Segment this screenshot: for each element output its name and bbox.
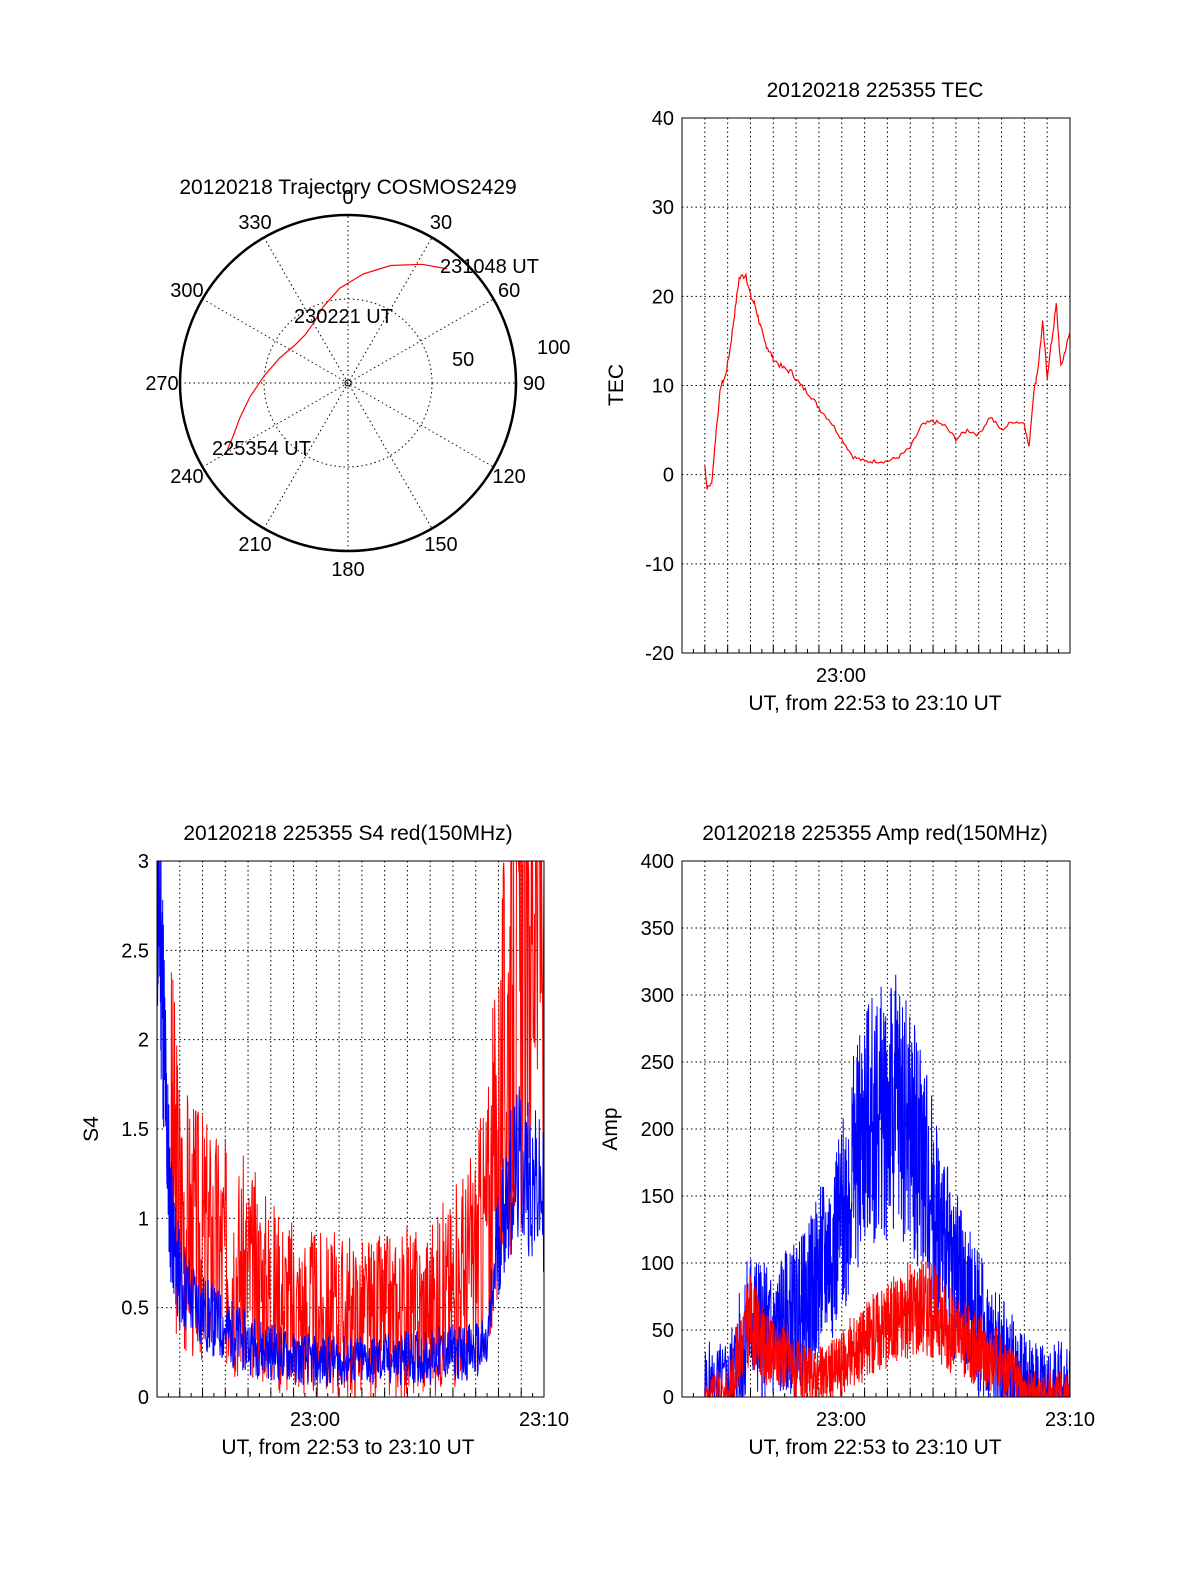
tec-y-tick-4: 20 — [652, 286, 674, 308]
track-end-label: 231048 UT — [440, 256, 539, 278]
azimuth-label-270: 270 — [145, 373, 178, 395]
s4-xlabel: UT, from 22:53 to 23:10 UT — [221, 1436, 474, 1459]
satellite-track — [226, 263, 448, 451]
amp-x-tick-2300: 23:00 — [816, 1409, 866, 1431]
s4-chart: 20120218 225355 S4 red(150MHz) 0 0.5 1 1.5 2… — [80, 822, 569, 1459]
amp-ylabel: Amp — [599, 1107, 622, 1150]
s4-y-ticks: 0 0.5 1 1.5 2 2.5 3 — [121, 851, 149, 1409]
tec-y-tick-3: 10 — [652, 376, 674, 398]
track-mid-label: 230221 UT — [294, 306, 393, 328]
amp-y-tick-6: 300 — [641, 985, 674, 1007]
amp-red-series — [704, 1260, 1071, 1398]
radial-label-50: 50 — [452, 349, 474, 371]
polar-grid — [180, 215, 516, 551]
amp-plot-frame — [681, 860, 1071, 1398]
amp-y-tick-4: 200 — [641, 1119, 674, 1141]
s4-y-tick-5: 2.5 — [121, 940, 149, 962]
amp-y-tick-3: 150 — [641, 1186, 674, 1208]
azimuth-label-180: 180 — [331, 559, 364, 581]
s4-title: 20120218 225355 S4 red(150MHz) — [183, 822, 512, 845]
tec-ylabel: TEC — [605, 364, 628, 406]
polar-title: 20120218 Trajectory COSMOS2429 — [179, 176, 516, 199]
tec-y-tick-2: 0 — [663, 465, 674, 487]
azimuth-label-330: 330 — [238, 212, 271, 234]
amp-y-tick-7: 350 — [641, 918, 674, 940]
azimuth-label-150: 150 — [424, 534, 457, 556]
tec-plot-frame — [681, 117, 1071, 654]
azimuth-label-90: 90 — [523, 373, 545, 395]
amp-y-tick-0: 0 — [663, 1387, 674, 1409]
amp-y-tick-5: 250 — [641, 1052, 674, 1074]
amp-x-tick-2310: 23:10 — [1045, 1409, 1095, 1431]
s4-ylabel: S4 — [80, 1116, 103, 1142]
azimuth-label-0: 0 — [342, 187, 353, 209]
tec-y-tick-6: 40 — [652, 108, 674, 130]
s4-plot-frame — [156, 860, 545, 1398]
azimuth-label-240: 240 — [170, 466, 203, 488]
amp-xlabel: UT, from 22:53 to 23:10 UT — [748, 1436, 1001, 1459]
amp-chart: 20120218 225355 Amp red(150MHz) 0 50 100 15… — [599, 822, 1095, 1459]
tec-x-tick-2300: 23:00 — [816, 665, 866, 687]
tec-title: 20120218 225355 TEC — [767, 79, 984, 102]
azimuth-label-30: 30 — [430, 212, 452, 234]
s4-y-tick-0: 0 — [138, 1387, 149, 1409]
track-start-label: 225354 UT — [212, 438, 311, 460]
amp-y-ticks: 0 50 100 150 200 250 300 350 400 — [641, 851, 674, 1409]
amp-y-tick-1: 50 — [652, 1320, 674, 1342]
tec-y-tick-5: 30 — [652, 197, 674, 219]
azimuth-label-210: 210 — [238, 534, 271, 556]
azimuth-labels: 0 30 60 90 120 150 180 210 240 270 300 330 — [145, 187, 545, 581]
amp-title: 20120218 225355 Amp red(150MHz) — [702, 822, 1048, 845]
s4-blue-series — [156, 860, 545, 1387]
amp-y-tick-8: 400 — [641, 851, 674, 873]
tec-y-tick-0: -20 — [645, 643, 674, 665]
tec-series-line — [704, 272, 1071, 490]
horizon-circle — [178, 213, 518, 553]
polar-trajectory-chart: 20120218 Trajectory COSMOS2429 0 30 60 90 12… — [145, 176, 570, 581]
s4-y-tick-2: 1 — [138, 1208, 149, 1230]
s4-x-tick-2300: 23:00 — [290, 1409, 340, 1431]
zenith-point — [344, 379, 352, 387]
azimuth-label-300: 300 — [170, 280, 203, 302]
amp-y-tick-2: 100 — [641, 1253, 674, 1275]
s4-y-tick-1: 0.5 — [121, 1298, 149, 1320]
tec-y-tick-1: -10 — [645, 554, 674, 576]
radial-label-100: 100 — [537, 337, 570, 359]
tec-grid — [681, 118, 1071, 653]
azimuth-label-60: 60 — [498, 280, 520, 302]
s4-y-tick-6: 3 — [138, 851, 149, 873]
s4-x-tick-2310: 23:10 — [519, 1409, 569, 1431]
tec-y-ticks: -20 -10 0 10 20 30 40 — [645, 108, 674, 665]
s4-y-tick-3: 1.5 — [121, 1119, 149, 1141]
zenith-60-circle — [263, 298, 433, 468]
tec-xlabel: UT, from 22:53 to 23:10 UT — [748, 692, 1001, 715]
tec-chart: 20120218 225355 TEC -20 -10 0 10 20 30 40 23:0… — [605, 79, 1071, 715]
s4-y-tick-4: 2 — [138, 1030, 149, 1052]
azimuth-label-120: 120 — [492, 466, 525, 488]
